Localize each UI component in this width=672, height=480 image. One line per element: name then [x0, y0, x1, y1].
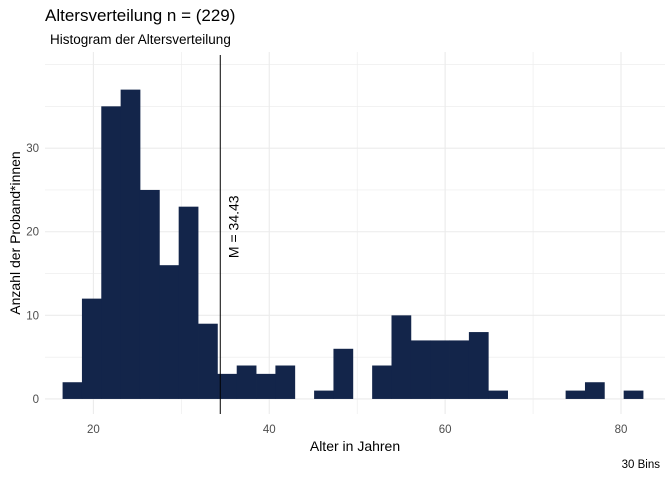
y-tick-label: 20 [26, 227, 39, 239]
mean-label: M = 34.43 [225, 195, 241, 258]
histogram-bar [565, 390, 586, 399]
histogram-bar [101, 106, 122, 399]
histogram-bar [198, 323, 218, 399]
histogram-bar [81, 298, 102, 399]
histogram-bar [449, 340, 470, 399]
histogram-bar [275, 365, 296, 399]
histogram-bar [314, 390, 334, 399]
histogram-bars [62, 89, 644, 399]
histogram-bar [236, 365, 257, 399]
histogram-bar [623, 390, 644, 399]
chart-title: Altersverteilung n = (229) [45, 6, 236, 25]
chart-subtitle: Histogram der Altersverteilung [50, 32, 231, 47]
y-tick-label: 0 [33, 394, 39, 406]
histogram-bar [120, 89, 141, 399]
x-tick-label: 60 [439, 424, 452, 436]
histogram-bar [410, 340, 431, 399]
y-tick-label: 10 [26, 310, 39, 322]
histogram-bar [159, 265, 180, 399]
histogram-bar [391, 315, 412, 399]
histogram-bar [217, 373, 238, 399]
y-axis-label: Anzahl der Proband*innen [7, 151, 23, 314]
histogram-bar [372, 365, 392, 399]
x-tick-label: 20 [87, 424, 100, 436]
y-tick-label: 30 [26, 143, 39, 155]
x-tick-label: 40 [263, 424, 276, 436]
histogram-bar [468, 332, 489, 399]
histogram-bar [488, 390, 508, 399]
histogram-bar [62, 382, 83, 399]
histogram-bar [256, 373, 276, 399]
histogram-bar [430, 340, 450, 399]
chart-caption: 30 Bins [621, 459, 660, 471]
histogram-bar [139, 189, 160, 399]
x-axis-label: Alter in Jahren [310, 438, 400, 454]
mean-annotation: M = 34.43 [219, 55, 241, 414]
tick-labels: 20 40 60 80 0 10 20 30 [26, 143, 627, 436]
histogram-bar [584, 382, 605, 399]
x-tick-label: 80 [615, 424, 628, 436]
histogram-bar [333, 348, 354, 399]
histogram-bar [178, 206, 199, 399]
